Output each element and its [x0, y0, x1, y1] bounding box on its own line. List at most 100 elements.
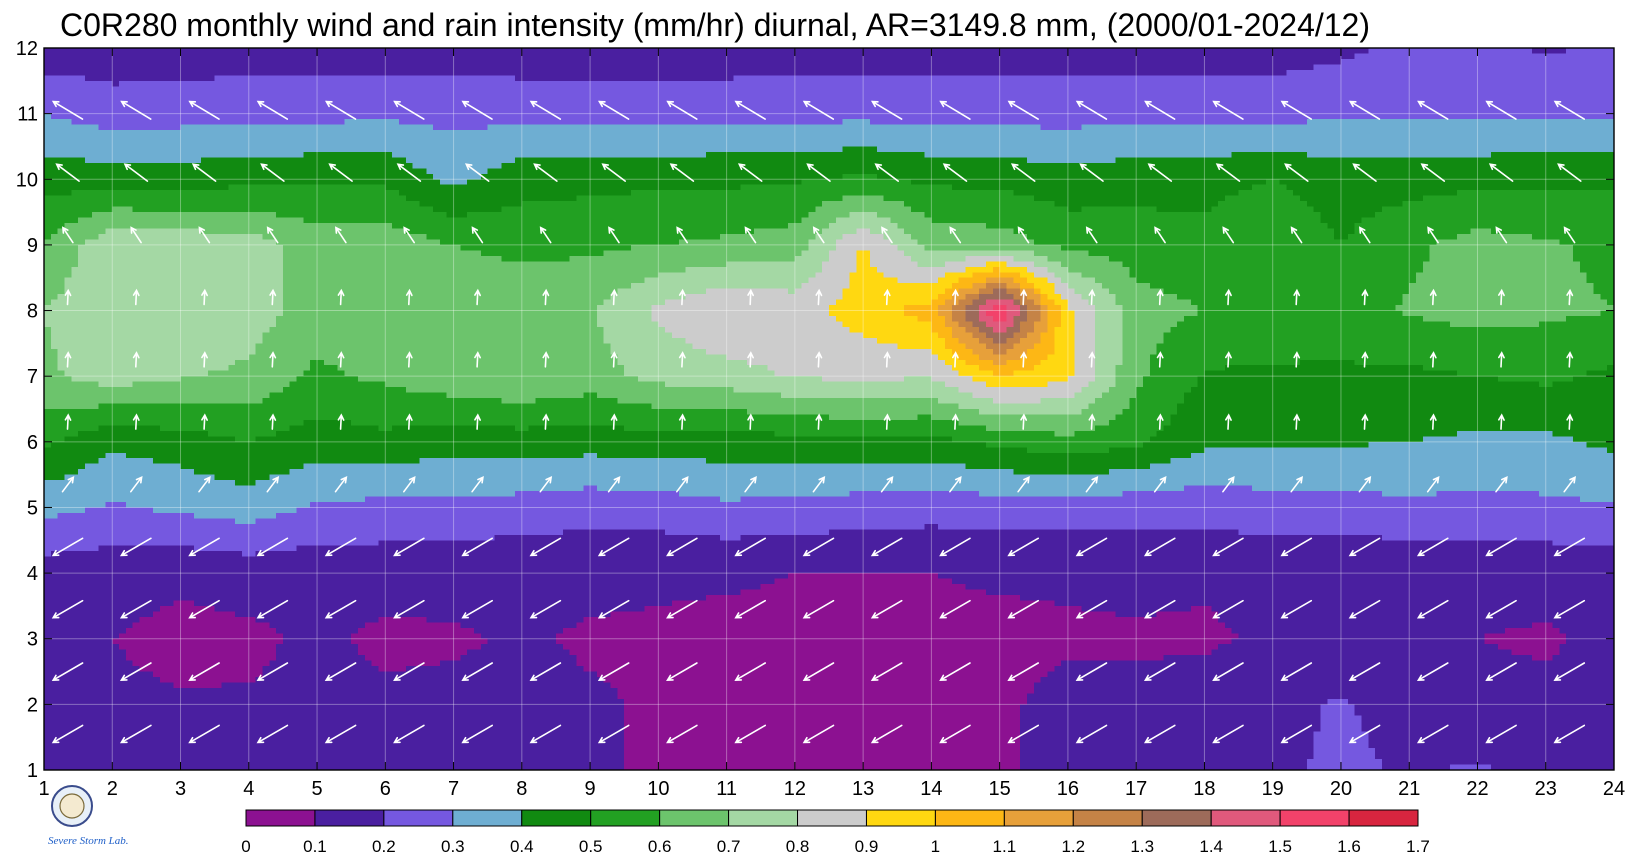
wind-arrow — [1280, 537, 1313, 557]
intensity-cell — [276, 321, 598, 328]
intensity-cell — [876, 337, 946, 344]
intensity-cell — [378, 540, 1554, 547]
wind-arrow — [539, 226, 552, 244]
intensity-cell — [555, 633, 1240, 640]
intensity-cell — [44, 332, 52, 339]
intensity-cell — [44, 584, 762, 591]
intensity-cell — [1026, 294, 1042, 301]
intensity-cell — [1033, 321, 1049, 328]
wind-arrow — [1348, 100, 1381, 120]
intensity-cell — [1286, 184, 1615, 191]
intensity-cell — [1115, 414, 1171, 421]
intensity-cell — [1170, 414, 1615, 421]
wind-arrow — [393, 724, 425, 744]
intensity-cell — [44, 173, 434, 180]
intensity-cell — [958, 277, 987, 284]
intensity-cell — [1211, 605, 1615, 612]
colorbar-label: 0.9 — [855, 837, 879, 856]
intensity-cell — [1395, 305, 1615, 312]
intensity-cell — [1170, 419, 1615, 427]
y-tick-label: 10 — [16, 169, 38, 191]
intensity-cell — [405, 195, 578, 202]
intensity-cell — [132, 381, 291, 388]
x-tick-label: 23 — [1535, 778, 1557, 800]
intensity-cell — [1313, 206, 1383, 213]
intensity-cell — [64, 223, 393, 230]
wind-arrow — [393, 100, 425, 120]
intensity-cell — [1081, 272, 1130, 279]
x-tick-label: 13 — [852, 778, 874, 800]
intensity-cell — [958, 354, 980, 361]
intensity-cell — [1429, 250, 1574, 257]
wind-arrow — [1361, 351, 1369, 368]
intensity-cell — [1108, 288, 1165, 295]
wind-arrow — [812, 226, 825, 244]
intensity-cell — [897, 223, 987, 230]
wind-arrow — [405, 288, 413, 306]
wind-arrow — [1007, 537, 1039, 557]
intensity-cell — [1115, 365, 1151, 372]
intensity-cell — [1081, 206, 1158, 213]
intensity-cell — [303, 370, 345, 377]
intensity-cell — [98, 403, 653, 410]
intensity-cell — [44, 365, 59, 372]
intensity-cell — [44, 726, 625, 733]
intensity-cell — [945, 321, 960, 328]
intensity-cell — [576, 655, 1165, 662]
wind-arrow — [1007, 100, 1039, 120]
intensity-cell — [1552, 540, 1615, 547]
wind-arrow — [734, 662, 766, 681]
intensity-cell — [972, 332, 987, 339]
intensity-cell — [910, 179, 1267, 186]
wind-arrow — [51, 599, 84, 619]
intensity-cell — [965, 305, 980, 312]
wind-arrow — [256, 100, 289, 120]
intensity-cell — [1006, 288, 1021, 295]
intensity-cell — [364, 622, 461, 629]
intensity-cell — [624, 698, 1028, 705]
wind-arrow — [1088, 413, 1096, 430]
colorbar-swatch — [1072, 809, 1143, 827]
intensity-cell — [1450, 764, 1492, 771]
intensity-cell — [44, 605, 161, 612]
intensity-cell — [1020, 742, 1315, 749]
intensity-cell — [890, 217, 932, 224]
intensity-cell — [1020, 726, 1322, 733]
intensity-cell — [467, 212, 810, 219]
intensity-cell — [44, 600, 175, 607]
intensity-cell — [849, 212, 878, 219]
intensity-cell — [44, 666, 141, 673]
intensity-cell — [972, 283, 987, 290]
intensity-cell — [1224, 365, 1424, 372]
intensity-cell — [57, 348, 257, 355]
wind-arrow — [1212, 662, 1244, 681]
intensity-cell — [1238, 529, 1615, 536]
intensity-cell — [774, 578, 953, 585]
intensity-cell — [71, 272, 284, 279]
wind-arrow — [1416, 599, 1449, 619]
intensity-cell — [1368, 742, 1615, 749]
intensity-cell — [1047, 316, 1062, 323]
wind-vectors — [51, 100, 1586, 744]
wind-arrow — [64, 288, 72, 306]
intensity-cell — [1013, 332, 1028, 339]
intensity-cell — [617, 354, 728, 361]
intensity-cell — [1375, 748, 1615, 755]
wind-arrow — [1553, 100, 1585, 120]
intensity-cell — [1122, 409, 1178, 416]
intensity-cell — [515, 157, 1028, 164]
intensity-cell — [1020, 748, 1315, 755]
intensity-cell — [958, 337, 980, 344]
intensity-cell — [1074, 348, 1096, 355]
intensity-cell — [965, 343, 987, 350]
intensity-cell — [706, 458, 1171, 465]
wind-arrow — [666, 537, 698, 557]
intensity-cell — [822, 261, 857, 268]
intensity-cell — [1047, 294, 1062, 301]
intensity-cell — [78, 244, 284, 251]
intensity-cell — [1457, 370, 1588, 377]
intensity-cell — [44, 80, 113, 87]
intensity-cell — [364, 655, 461, 662]
intensity-cell — [255, 348, 612, 355]
intensity-cell — [624, 726, 1021, 733]
